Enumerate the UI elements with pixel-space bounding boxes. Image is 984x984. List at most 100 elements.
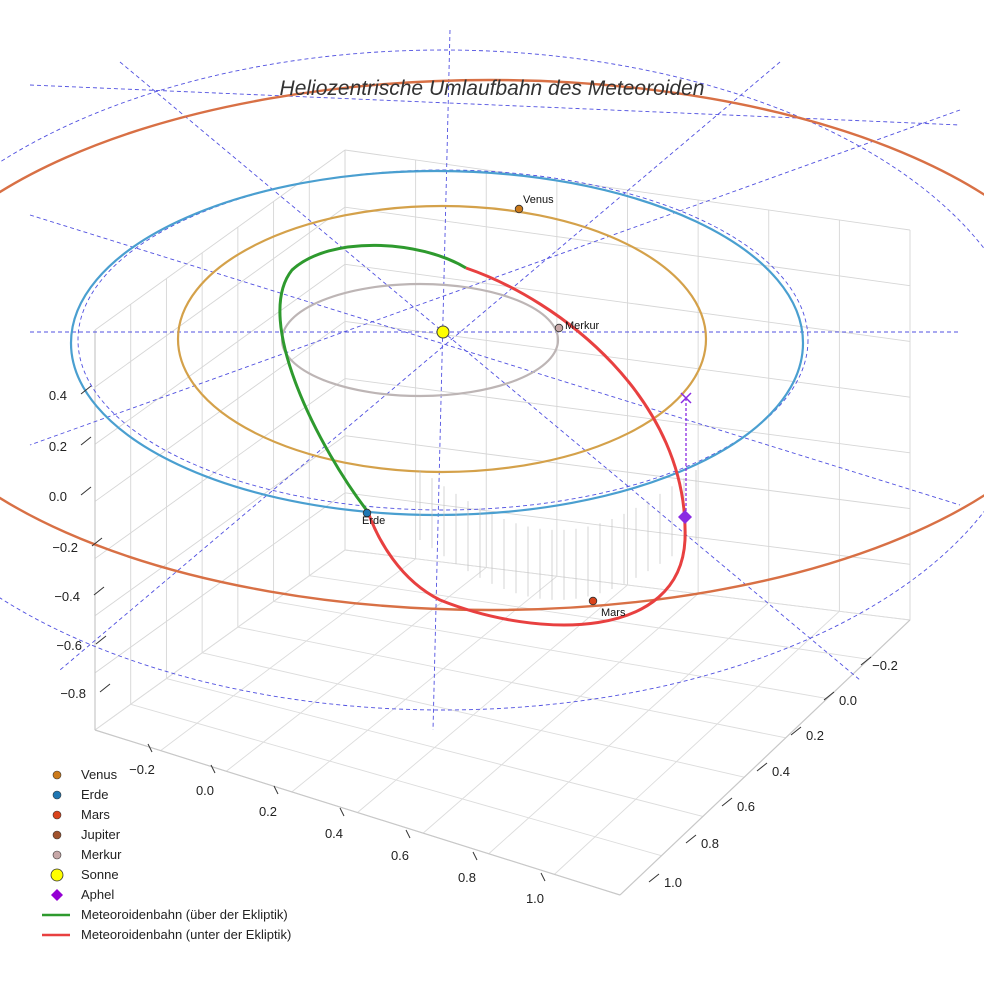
z-tick-label: 0.4	[49, 388, 67, 403]
legend-item: Aphel	[51, 887, 114, 902]
y-tick	[648, 873, 660, 883]
grid-line	[94, 549, 346, 731]
z-tick	[93, 586, 105, 596]
x-tick	[540, 872, 546, 882]
legend-label: Merkur	[81, 847, 122, 862]
x-tick-label: 0.6	[391, 848, 409, 863]
y-tick-label: 1.0	[664, 875, 682, 890]
x-tick-label: 0.2	[259, 804, 277, 819]
legend-item: Sonne	[50, 867, 119, 882]
aphel-projection-marker	[680, 392, 692, 404]
celestial-spoke	[29, 214, 961, 506]
legend-sun-icon	[50, 868, 64, 882]
y-tick-label: 0.4	[772, 764, 790, 779]
erde-marker	[362, 508, 372, 518]
legend-item: Mars	[52, 807, 110, 822]
body-markers: Venus Erde Mars Merkur	[362, 194, 692, 619]
grid-line	[344, 149, 911, 231]
meteor-orbit-below	[366, 266, 687, 627]
x-tick	[472, 851, 478, 861]
z-tick-label: −0.2	[52, 540, 78, 555]
axis-edge	[94, 729, 621, 896]
planet-label: Mars	[601, 607, 626, 619]
z-tick-label: −0.8	[60, 686, 86, 701]
legend-label: Meteoroidenbahn (unter der Ekliptik)	[81, 927, 291, 942]
x-tick-label: −0.2	[129, 762, 155, 777]
celestial-spoke	[29, 109, 961, 446]
legend-dot-icon	[52, 850, 62, 860]
z-tick	[80, 486, 92, 496]
y-tick	[860, 656, 872, 666]
legend-dot-icon	[52, 770, 62, 780]
y-tick	[721, 797, 733, 807]
z-tick-label: −0.6	[56, 638, 82, 653]
x-tick	[210, 764, 216, 774]
grid-line	[291, 575, 558, 793]
grid-line	[94, 378, 346, 559]
celestial-spoke	[59, 61, 781, 671]
y-tick-label: 0.8	[701, 836, 719, 851]
orbit-erde	[69, 169, 805, 517]
x-tick	[339, 807, 345, 817]
grid-line	[202, 652, 745, 778]
grid-line	[344, 549, 911, 621]
grid-line	[94, 263, 346, 445]
sonne-marker	[436, 325, 450, 339]
x-tick-label: 0.0	[196, 783, 214, 798]
orbit-merkur	[280, 282, 560, 398]
legend-label: Sonne	[81, 867, 119, 882]
celestial-spoke	[29, 84, 961, 126]
grid-line	[554, 610, 840, 875]
planet-label: Erde	[362, 515, 385, 527]
legend-label: Aphel	[81, 887, 114, 902]
orbit-venus	[176, 204, 708, 474]
x-tick	[405, 829, 411, 839]
legend-dot-icon	[52, 810, 62, 820]
z-tick	[80, 385, 92, 395]
legend-item: Meteoroidenbahn (über der Ekliptik)	[42, 907, 288, 922]
celestial-grid	[0, 29, 984, 731]
grid-line	[94, 149, 346, 331]
grid-line	[94, 435, 346, 617]
legend: Venus Erde Mars Jupiter Merkur Sonne Aphel Mete…	[42, 767, 291, 942]
legend-label: Venus	[81, 767, 118, 782]
legend-label: Jupiter	[81, 827, 121, 842]
x-tick-label: 0.8	[458, 870, 476, 885]
legend-dot-icon	[52, 790, 62, 800]
grid-layer	[94, 149, 911, 896]
legend-item: Jupiter	[52, 827, 121, 842]
z-tick	[99, 683, 111, 693]
y-tick	[823, 691, 835, 701]
grid-line	[357, 584, 628, 813]
y-tick-label: −0.2	[872, 658, 898, 673]
legend-item: Merkur	[52, 847, 122, 862]
aphel-marker	[678, 510, 692, 524]
celestial-spoke	[432, 29, 451, 731]
grid-line	[488, 602, 770, 855]
legend-item: Venus	[52, 767, 118, 782]
legend-item: Meteoroidenbahn (unter der Ekliptik)	[42, 927, 291, 942]
grid-line	[237, 626, 786, 739]
z-tick-label: −0.4	[54, 589, 80, 604]
mars-marker	[588, 596, 598, 606]
planet-label: Merkur	[565, 320, 600, 332]
legend-diamond-icon	[51, 889, 63, 901]
planet-label: Venus	[523, 194, 554, 206]
z-tick	[80, 436, 92, 446]
celestial-ring	[0, 49, 984, 711]
x-tick	[147, 743, 153, 753]
venus-marker	[514, 204, 524, 214]
legend-dot-icon	[52, 830, 62, 840]
y-tick-label: 0.6	[737, 799, 755, 814]
merkur-marker	[554, 323, 564, 333]
grid-line	[166, 678, 703, 817]
grid-line	[422, 593, 699, 834]
planet-orbits	[0, 78, 984, 612]
y-tick	[790, 726, 802, 736]
legend-label: Erde	[81, 787, 108, 802]
legend-label: Mars	[81, 807, 110, 822]
grid-line	[344, 492, 911, 565]
y-tick	[685, 834, 697, 844]
grid-line	[94, 206, 346, 388]
